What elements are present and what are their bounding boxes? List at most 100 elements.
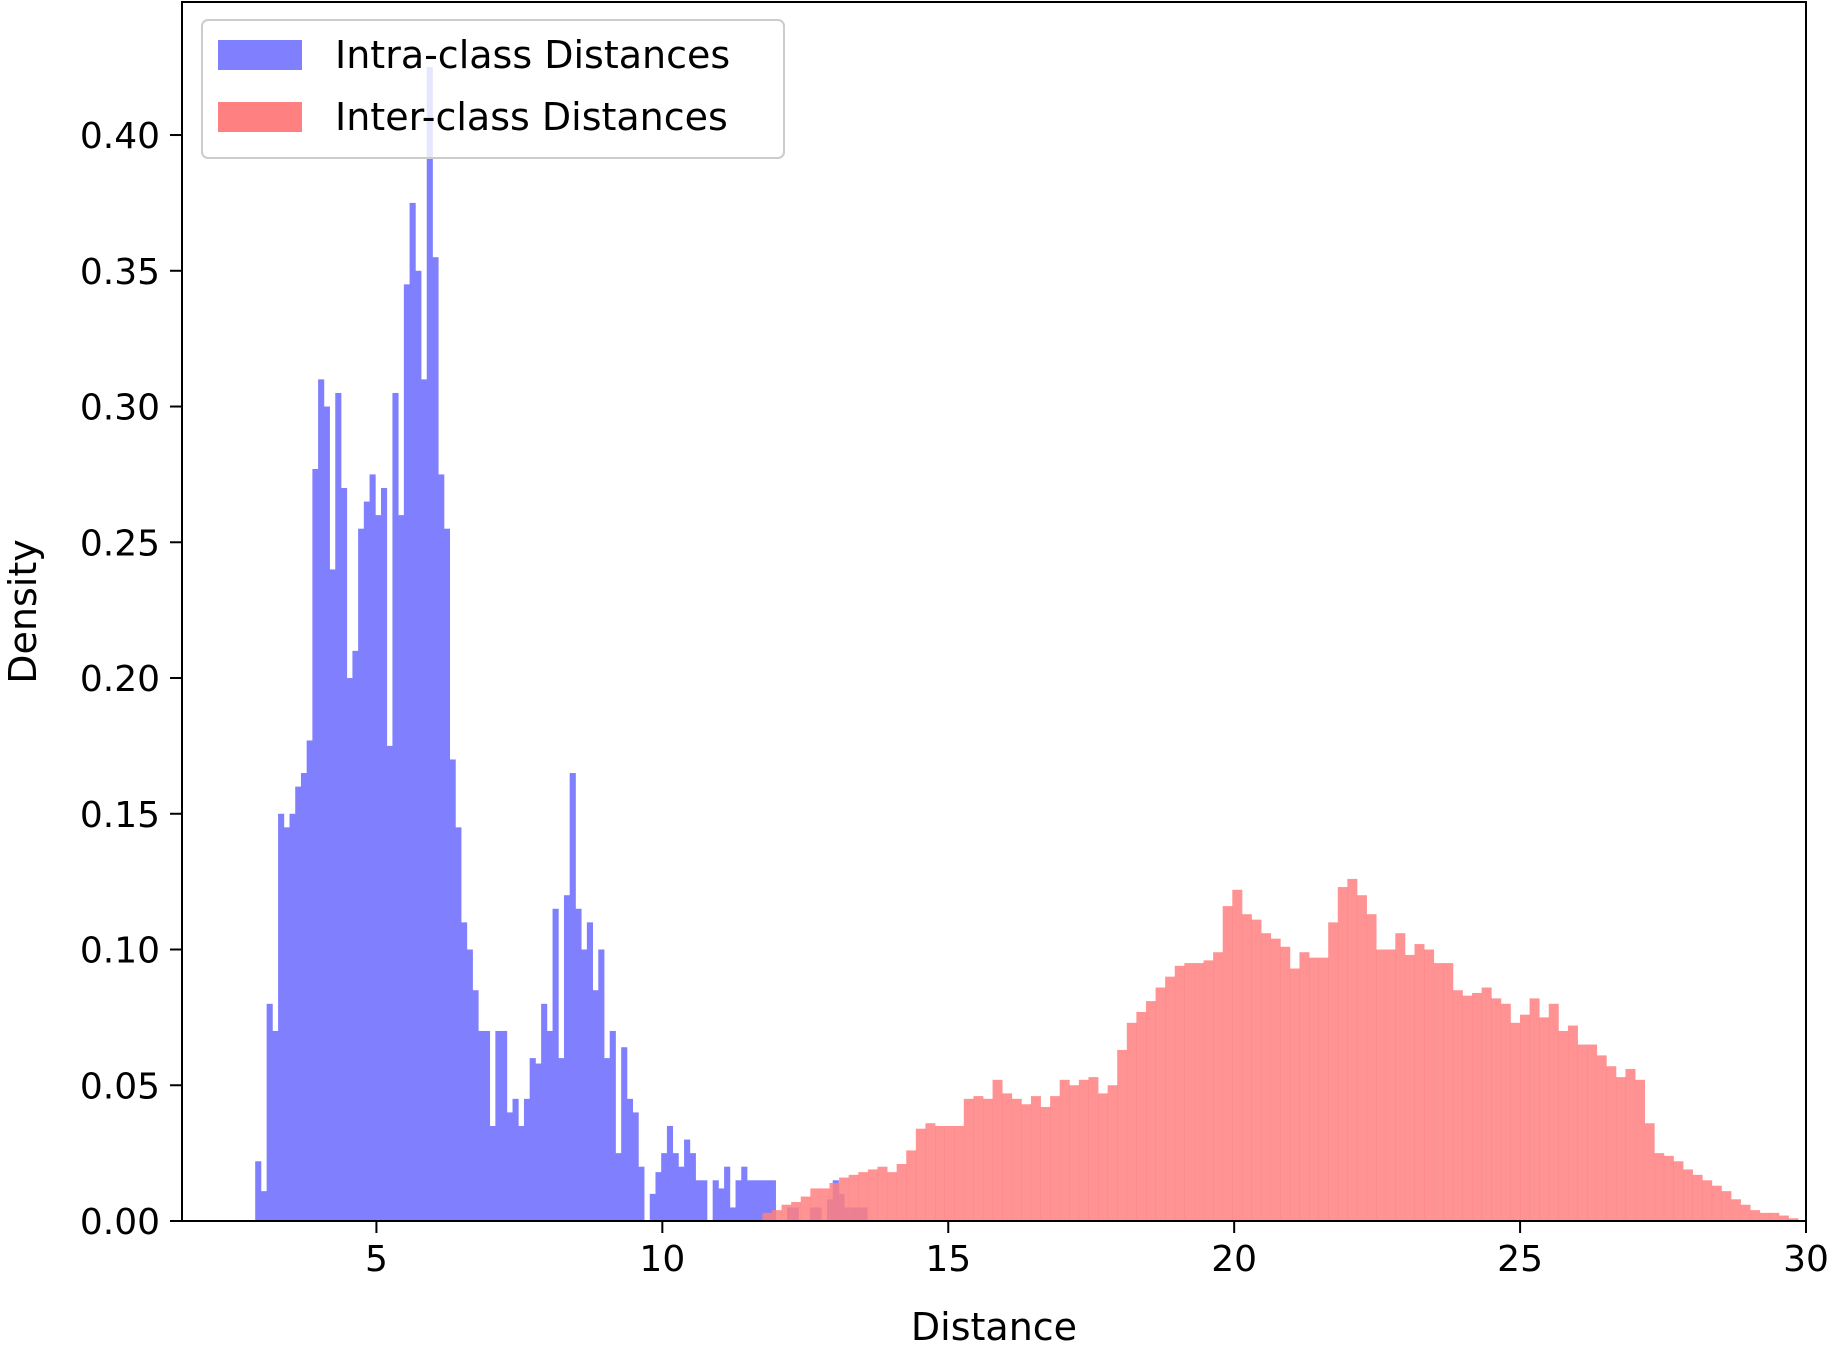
histogram-bar <box>877 1166 888 1221</box>
x-tick-label: 30 <box>1783 1239 1829 1280</box>
histogram-bar <box>1769 1212 1780 1221</box>
histogram-bar <box>1270 938 1281 1221</box>
histogram-bar <box>1759 1212 1770 1221</box>
histogram-bar <box>1222 906 1233 1221</box>
histogram-bar <box>1078 1079 1089 1221</box>
histogram-bar <box>896 1163 907 1221</box>
histogram-bar <box>1155 987 1166 1221</box>
y-tick-label: 0.10 <box>80 931 160 972</box>
histogram-bar <box>1519 1014 1530 1221</box>
histogram-bar <box>1472 992 1483 1221</box>
histogram-bar <box>1261 933 1272 1221</box>
histogram-bar <box>609 1030 616 1221</box>
histogram-bar <box>569 773 576 1221</box>
x-tick-label: 15 <box>925 1239 971 1280</box>
histogram-bar <box>1347 878 1358 1221</box>
histogram-bar <box>1203 960 1214 1221</box>
histogram-bar <box>1558 1030 1569 1221</box>
x-axis-label: Distance <box>911 1305 1077 1349</box>
histogram-bar <box>746 1180 754 1221</box>
histogram-bar <box>1309 957 1320 1221</box>
histogram-bar <box>604 1058 611 1221</box>
histogram-bar <box>398 515 405 1221</box>
histogram-bar <box>762 1212 773 1221</box>
histogram-bar <box>1596 1055 1607 1221</box>
histogram-bar <box>829 1182 840 1221</box>
histogram-bars <box>255 67 1799 1222</box>
histogram-bar <box>586 922 593 1221</box>
histogram-bar <box>1635 1079 1646 1221</box>
histogram-bar <box>758 1180 765 1221</box>
histogram-bar <box>363 501 370 1221</box>
histogram-bar <box>592 990 599 1221</box>
histogram-bar <box>1117 1049 1128 1221</box>
histogram-bar <box>278 813 285 1221</box>
histogram-bar <box>1241 914 1252 1221</box>
histogram-bar <box>1673 1161 1684 1221</box>
histogram-bar <box>1721 1191 1732 1221</box>
histogram-bar <box>672 1153 679 1221</box>
y-tick-label: 0.20 <box>80 659 160 700</box>
histogram-bar <box>472 990 479 1221</box>
histogram-bar <box>381 487 388 1222</box>
histogram-bar <box>1021 1104 1032 1221</box>
legend-label: Inter-class Distances <box>335 95 728 139</box>
series-intra-class <box>255 67 868 1222</box>
histogram-bar <box>1165 976 1176 1221</box>
histogram-bar <box>1433 963 1444 1221</box>
histogram-bar <box>769 1180 776 1221</box>
histogram-bar <box>632 1112 639 1221</box>
histogram-bar <box>1539 1017 1550 1221</box>
histogram-bar <box>1644 1123 1655 1221</box>
plot-frame <box>181 1 1807 1222</box>
histogram-bar <box>483 1030 491 1221</box>
histogram-bar <box>421 379 428 1221</box>
histogram-bar <box>1424 949 1435 1221</box>
histogram-bar <box>1692 1174 1703 1221</box>
histogram-bar <box>1136 1011 1147 1221</box>
histogram-bar <box>1481 987 1492 1221</box>
histogram-bar <box>323 406 330 1221</box>
histogram-bar <box>1529 998 1540 1221</box>
histogram-bar <box>392 392 399 1221</box>
histogram-bar <box>1778 1215 1789 1221</box>
histogram-bar <box>982 1098 993 1221</box>
histogram-bar <box>661 1153 668 1221</box>
histogram-bar <box>455 827 462 1221</box>
histogram-bar <box>523 1098 531 1221</box>
legend: Intra-class Distances Inter-class Distanc… <box>201 19 785 159</box>
histogram-bar <box>1059 1079 1070 1221</box>
histogram-bar <box>1750 1210 1761 1221</box>
histogram-bar <box>255 1161 262 1221</box>
histogram-bar <box>1702 1180 1713 1221</box>
histogram-bar <box>541 1003 548 1221</box>
histogram-bar <box>638 1166 645 1221</box>
histogram-bar <box>1510 1022 1521 1221</box>
histogram-bar <box>925 1123 936 1221</box>
histogram-bar <box>954 1125 965 1221</box>
histogram-bar <box>839 1177 850 1221</box>
histogram-bar <box>1069 1085 1080 1221</box>
histogram-bar <box>1462 995 1473 1221</box>
histogram-bar <box>701 1180 708 1221</box>
histogram-bar <box>289 813 296 1221</box>
y-tick-label: 0.35 <box>80 252 160 293</box>
histogram-bar <box>887 1172 898 1221</box>
histogram-bar <box>741 1166 748 1221</box>
histogram-bar <box>772 1210 782 1221</box>
histogram-bar <box>329 569 336 1221</box>
histogram-bar <box>1452 990 1463 1221</box>
histogram-bar <box>283 827 290 1221</box>
histogram-bar <box>621 1047 628 1221</box>
histogram-bar <box>655 1172 662 1221</box>
histogram-bar <box>1663 1155 1674 1221</box>
histogram-bar <box>626 1098 633 1221</box>
histogram-bar <box>992 1079 1003 1221</box>
histogram-bar <box>1376 949 1387 1221</box>
histogram-bar <box>1606 1066 1617 1221</box>
histogram-bar <box>1730 1199 1741 1221</box>
histogram-bar <box>1011 1098 1022 1221</box>
histogram-bar <box>409 202 416 1221</box>
histogram-bar <box>1577 1044 1588 1221</box>
